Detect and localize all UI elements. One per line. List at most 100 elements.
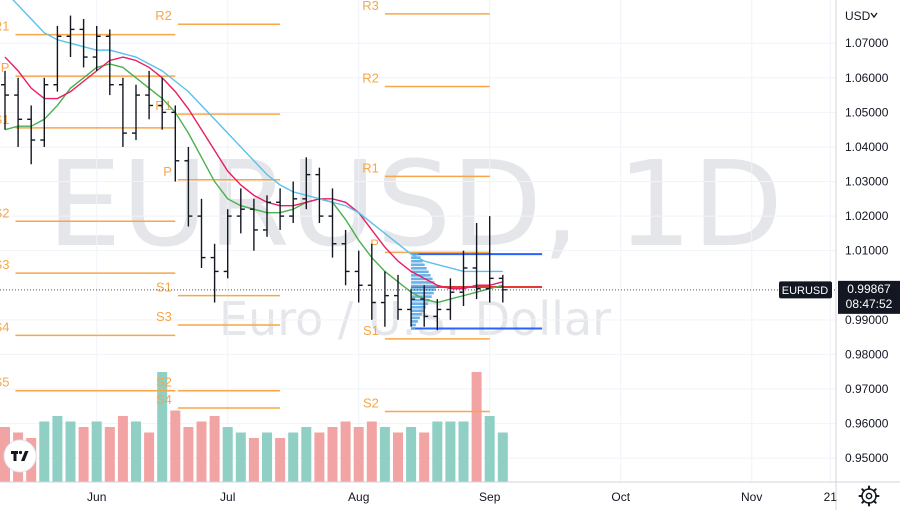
volume-bar xyxy=(445,421,456,482)
pivot-label: R1 xyxy=(362,160,379,175)
volume-bar xyxy=(91,421,102,482)
profile-row xyxy=(411,320,418,323)
pivot-label: S4 xyxy=(0,319,9,334)
volume-bar xyxy=(288,432,299,482)
price-tick-label: 1.01000 xyxy=(845,244,889,258)
volume-bar xyxy=(458,421,469,482)
pivot-label: S3 xyxy=(0,257,9,272)
pivot-label: R2 xyxy=(155,8,172,23)
ohlc-bar xyxy=(407,288,416,327)
volume-bar xyxy=(170,410,181,482)
ohlc-bar xyxy=(315,167,324,224)
ohlc-bar xyxy=(289,181,298,224)
ohlc-bar xyxy=(210,243,219,303)
ohlc-bar xyxy=(66,15,75,58)
time-tick-label: Sep xyxy=(479,490,501,504)
price-tick-label: 1.05000 xyxy=(845,105,889,119)
pivot-label: P xyxy=(163,164,172,179)
volume-bar xyxy=(353,427,364,482)
currency-selector[interactable]: USD xyxy=(845,9,878,23)
ohlc-bar xyxy=(14,77,23,147)
profile-row xyxy=(411,263,425,267)
price-tick-label: 0.97000 xyxy=(845,382,889,396)
volume-bar xyxy=(262,432,272,482)
profile-row xyxy=(411,274,431,277)
pivot-label: P xyxy=(370,236,379,251)
profile-row xyxy=(411,305,426,309)
price-tick-label: 0.95000 xyxy=(845,451,889,465)
profile-row xyxy=(411,291,434,295)
ohlc-bar xyxy=(40,77,49,147)
price-tick-label: 0.98000 xyxy=(845,347,889,361)
profile-row xyxy=(411,327,416,330)
volume-bar xyxy=(52,416,63,482)
ohlc-bar xyxy=(223,209,232,279)
pivot-label: R1 xyxy=(155,98,172,113)
pivot-label: S1 xyxy=(156,280,172,295)
ma-magenta-line xyxy=(4,56,503,290)
price-axis-ticks: 1.07000 1.06000 1.05000 1.04000 1.03000 1.020… xyxy=(845,36,889,465)
bar-countdown: 08:47:52 xyxy=(846,297,893,311)
last-price-value: 0.99867 xyxy=(847,282,891,296)
time-tick-label: Jul xyxy=(220,490,235,504)
ohlc-bar xyxy=(105,29,114,96)
volume-bar xyxy=(117,416,128,482)
ohlc-bar xyxy=(1,70,9,130)
volume-bar xyxy=(406,427,417,482)
price-tick-label: 0.99000 xyxy=(845,313,889,327)
volume-bar xyxy=(235,432,246,482)
profile-row xyxy=(411,256,421,259)
time-tick-label: Jun xyxy=(87,490,106,504)
ohlc-bar xyxy=(354,250,363,303)
volume-bar xyxy=(379,427,390,482)
price-axis-panel[interactable] xyxy=(836,0,900,510)
volume-bar xyxy=(196,421,207,482)
ohlc-bar xyxy=(236,188,245,234)
ohlc-bar xyxy=(459,250,468,307)
pivot-label: R2 xyxy=(362,70,379,85)
volume-bar xyxy=(222,427,233,482)
profile-row xyxy=(411,323,416,327)
ma-cyan-line xyxy=(12,0,503,273)
ohlc-bar xyxy=(433,299,442,331)
currency-label[interactable]: USD xyxy=(845,9,871,23)
volume-bar xyxy=(497,432,508,482)
ohlc-bar xyxy=(184,146,193,227)
volume-bar xyxy=(131,421,141,482)
watermark-symbol: EURUSD, 1D xyxy=(47,135,783,273)
ohlc-bar xyxy=(341,229,350,286)
time-tick-label: Oct xyxy=(611,490,630,504)
volume-bar xyxy=(39,421,50,482)
profile-row xyxy=(411,266,427,270)
volume-bar xyxy=(78,427,89,482)
price-tick-label: 0.96000 xyxy=(845,417,889,431)
gear-icon[interactable] xyxy=(858,485,880,507)
symbol-badge-label: EURUSD xyxy=(782,285,829,297)
time-axis-ticks: Jun Jul Aug Sep Oct Nov 21 xyxy=(87,490,837,504)
volume-bar xyxy=(248,438,259,482)
profile-row xyxy=(411,302,428,305)
price-bars xyxy=(1,15,507,331)
chevron-down-icon[interactable] xyxy=(870,12,878,19)
ohlc-bar xyxy=(132,84,140,141)
volume-bar xyxy=(65,421,76,482)
profile-row xyxy=(411,313,422,316)
time-tick-label: Nov xyxy=(741,490,762,504)
pivot-label: R3 xyxy=(362,0,379,13)
volume-bar xyxy=(419,432,430,482)
pivot-label: S2 xyxy=(0,205,9,220)
volume-bar xyxy=(183,427,194,482)
volume-bar xyxy=(157,372,168,482)
pivot-label: S4 xyxy=(156,392,172,407)
ohlc-bar xyxy=(380,271,389,327)
pivot-label: S5 xyxy=(0,375,9,390)
profile-row xyxy=(411,295,432,298)
ohlc-bar xyxy=(420,285,429,327)
volume-bar xyxy=(314,432,325,482)
volume-bar xyxy=(301,427,312,482)
ohlc-bar xyxy=(446,278,455,320)
ohlc-bar xyxy=(171,105,180,182)
volume-bar xyxy=(340,421,351,482)
tradingview-logo[interactable] xyxy=(3,439,37,473)
